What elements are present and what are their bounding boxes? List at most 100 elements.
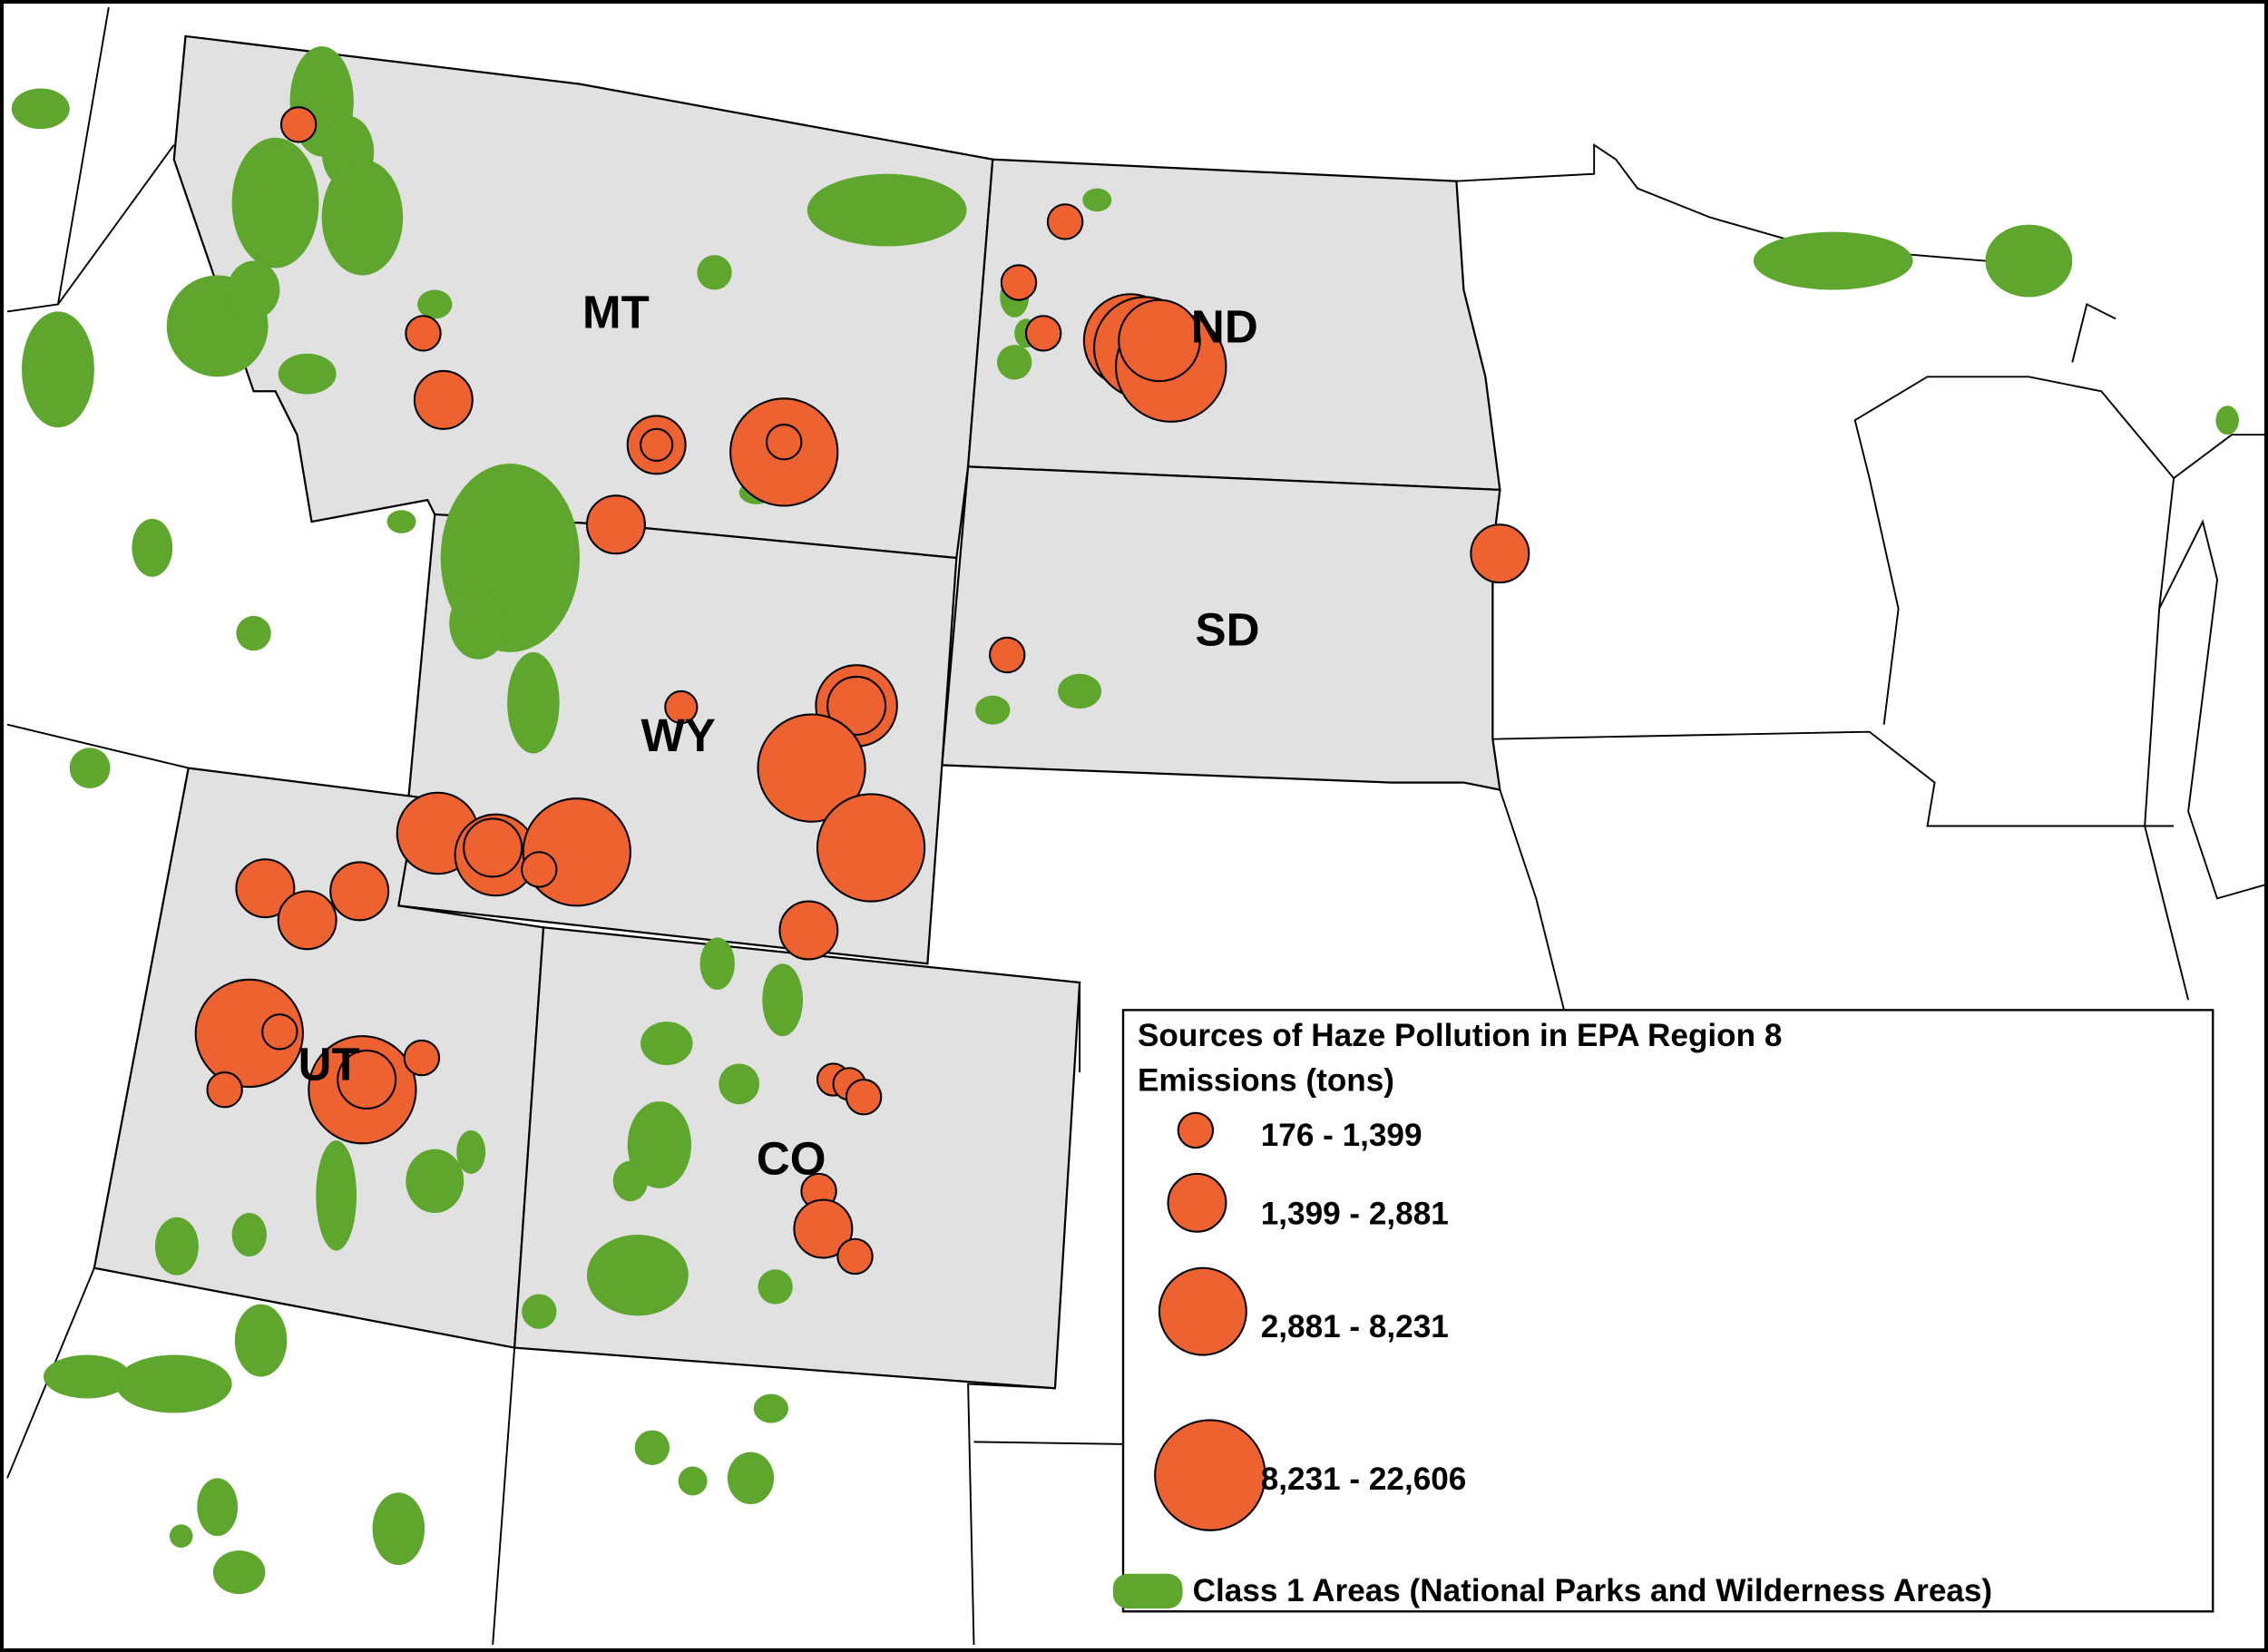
class-1-area (719, 1063, 760, 1105)
emission-source (206, 1071, 243, 1109)
class-1-area (753, 1393, 789, 1423)
class-1-area (807, 173, 967, 247)
class-1-area (231, 1212, 267, 1256)
emission-source (845, 1079, 883, 1116)
class-1-area (727, 1452, 775, 1505)
legend-swatch (1112, 1573, 1183, 1609)
class-1-area (115, 1354, 232, 1413)
emission-source (277, 890, 337, 951)
class-1-area (212, 1550, 266, 1595)
emission-source (778, 900, 839, 961)
legend-symbol (1154, 1419, 1266, 1531)
class-1-area (697, 255, 732, 290)
legend-class: 176 - 1,399 (1261, 1118, 1422, 1153)
legend: Sources of Haze Pollution in EPA Region … (1112, 1009, 2214, 1613)
class-1-area (699, 937, 735, 991)
emission-source (1000, 264, 1038, 301)
class-1-area (1753, 231, 1913, 290)
emission-source (261, 1013, 298, 1051)
legend-title: Sources of Haze Pollution in EPA Region … (1138, 1018, 1782, 1053)
class-1-area (762, 963, 804, 1037)
emission-source (337, 1050, 397, 1110)
state-label: WY (640, 709, 715, 761)
legend-symbol (1158, 1266, 1247, 1356)
legend-class: 2,881 - 8,231 (1261, 1309, 1449, 1344)
class-1-area (406, 1149, 464, 1213)
class-1-area (11, 88, 70, 130)
class-1-area (386, 510, 416, 533)
state-sd (941, 465, 1501, 791)
class-1-area (627, 1101, 692, 1188)
emission-source (521, 851, 558, 888)
class-1-area (69, 748, 111, 788)
legend-class: 8,231 - 22,606 (1261, 1461, 1467, 1497)
class-1-area (231, 137, 319, 269)
class-1-area (22, 311, 94, 428)
class-1-area (132, 518, 173, 577)
emission-source (766, 423, 803, 461)
class-1-area (316, 1140, 357, 1251)
emission-source (329, 861, 390, 922)
state-label: MT (582, 287, 650, 338)
emission-source (463, 817, 523, 878)
state-labels: MT ND SD WY UT CO (298, 287, 1260, 1185)
class-1-area (1985, 224, 2073, 298)
class-1-area (321, 159, 404, 276)
emission-source (585, 494, 646, 555)
emission-source (664, 689, 699, 725)
class-1-area (2215, 406, 2239, 435)
class-1-area (997, 345, 1032, 380)
class-1-area (586, 1234, 689, 1316)
emission-source (413, 369, 474, 430)
class-1-area (456, 1129, 486, 1174)
state-label: ND (1191, 301, 1258, 353)
class-1-area (1058, 673, 1102, 709)
legend-class-1-areas: Class 1 Areas (National Parks and Wilder… (1193, 1573, 1992, 1608)
emission-source (194, 978, 304, 1089)
class-1-area (640, 1022, 693, 1066)
class-1-area (278, 353, 337, 395)
class-1-area (43, 1354, 131, 1399)
emission-source (1470, 523, 1530, 584)
emission-source (826, 675, 887, 736)
legend-class: 1,399 - 2,881 (1261, 1196, 1449, 1231)
class-1-area (758, 1269, 793, 1305)
state-label: CO (757, 1133, 826, 1185)
class-1-area (234, 1304, 288, 1377)
class-1-area (169, 1524, 193, 1548)
emission-source (816, 793, 926, 903)
legend-symbol (1167, 1172, 1227, 1233)
class-1-area (507, 651, 560, 754)
emission-source (403, 1039, 441, 1077)
emission-source (405, 315, 442, 352)
class-1-area (522, 1294, 557, 1329)
legend-box (1121, 1009, 2214, 1613)
emission-source (1046, 203, 1084, 240)
class-1-areas (11, 46, 2239, 1595)
class-1-area (612, 1160, 649, 1202)
class-1-area (372, 1492, 425, 1566)
state-label: SD (1196, 604, 1260, 656)
emission-source (1118, 298, 1201, 383)
class-1-area (678, 1466, 708, 1496)
emission-source (836, 1237, 874, 1276)
emission-source (279, 106, 318, 143)
class-1-area (154, 1217, 199, 1276)
emission-source (235, 858, 296, 919)
emission-source (1024, 315, 1062, 352)
state-label: UT (298, 1039, 360, 1090)
emission-source (757, 713, 866, 823)
class-1-area (975, 695, 1011, 725)
class-1-area (634, 1430, 670, 1465)
legend-symbol (1177, 1111, 1215, 1149)
emission-sources (194, 106, 1530, 1276)
class-1-area (449, 586, 508, 660)
legend-subtitle: Emissions (tons) (1138, 1063, 1394, 1099)
emission-source (989, 636, 1026, 674)
class-1-area (1082, 188, 1112, 212)
emission-source (640, 427, 674, 463)
class-1-area (236, 615, 271, 651)
class-1-area (197, 1478, 239, 1537)
